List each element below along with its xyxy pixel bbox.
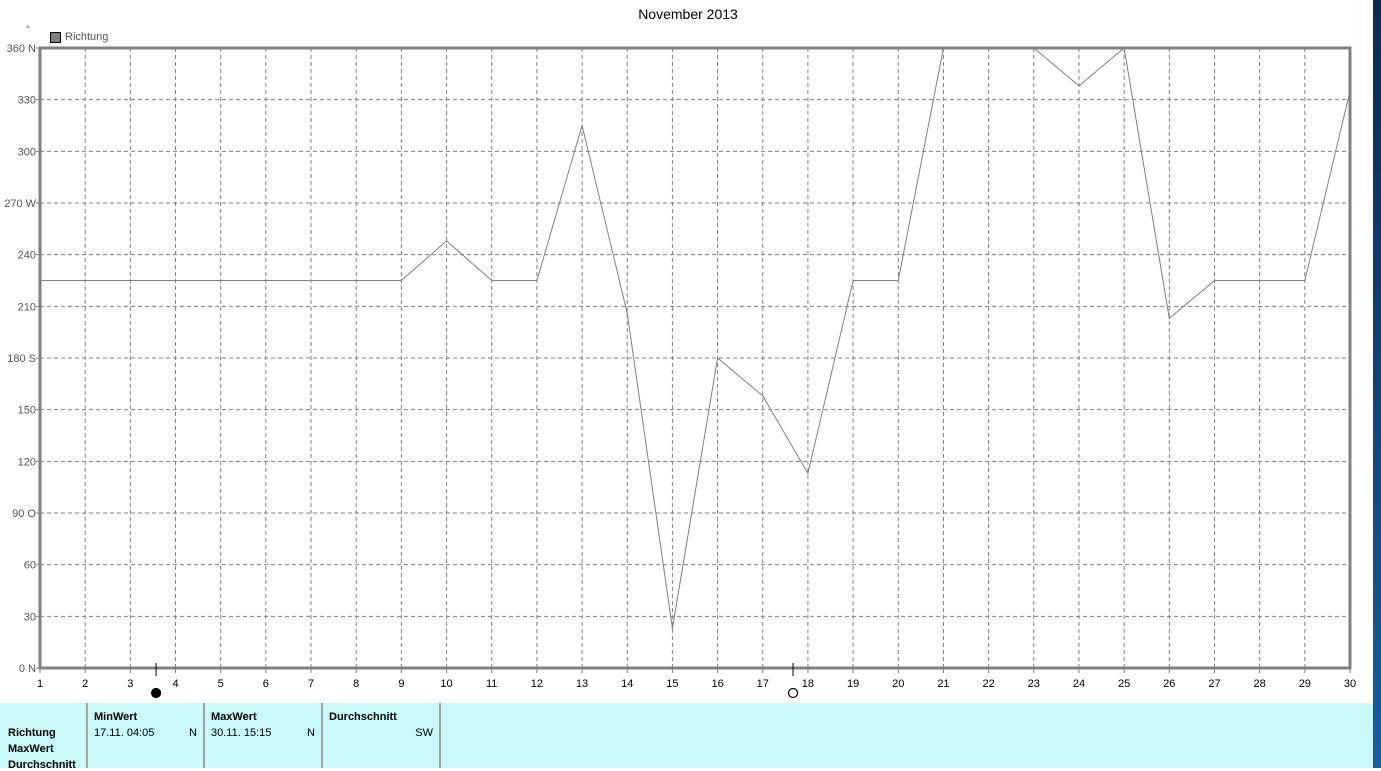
x-tick-label: 15	[666, 678, 678, 690]
data-point	[762, 395, 764, 397]
legend: Richtung	[50, 31, 108, 43]
x-tick-label: 11	[486, 678, 497, 690]
data-point	[265, 280, 267, 281]
data-point	[355, 280, 357, 281]
data-point	[1168, 317, 1170, 319]
x-tick-label: 1	[37, 678, 43, 690]
x-tick-label: 6	[263, 678, 269, 690]
x-tick-label: 8	[353, 678, 359, 690]
y-tick-label: 360 N	[7, 43, 36, 55]
data-point	[39, 280, 41, 281]
x-tick-label: 27	[1208, 678, 1220, 690]
y-tick-label: 240	[18, 250, 36, 262]
max-value: N	[307, 727, 315, 739]
data-point	[852, 280, 854, 281]
col-header: MinWert	[94, 711, 138, 723]
data-point	[536, 280, 538, 281]
stats-table: Richtung MaxWert Durchschnitt MinWert 17…	[0, 703, 1373, 771]
x-tick-label: 16	[711, 678, 723, 690]
x-tick-label: 14	[621, 678, 633, 690]
x-tick-label: 18	[802, 678, 814, 690]
y-tick-label: 60	[24, 560, 36, 572]
data-point	[446, 240, 448, 242]
chart-title: November 2013	[638, 6, 738, 22]
y-tick-label: 180 S	[7, 353, 36, 365]
row-label: Richtung	[8, 727, 56, 739]
x-tick-label: 20	[892, 678, 904, 690]
legend-swatch	[50, 31, 61, 43]
x-tick-label: 19	[847, 678, 859, 690]
data-point	[175, 280, 177, 281]
min-value: N	[189, 727, 197, 739]
y-tick-label: 210	[18, 301, 36, 313]
data-point	[671, 627, 673, 629]
data-point	[400, 280, 402, 281]
legend-label: Richtung	[65, 31, 109, 43]
data-point	[717, 357, 719, 359]
x-tick-label: 30	[1344, 678, 1356, 690]
y-tick-label: 270 W	[4, 198, 36, 210]
x-tick-label: 2	[82, 678, 88, 690]
x-tick-label: 26	[1163, 678, 1175, 690]
data-point	[807, 472, 809, 474]
data-point	[581, 125, 583, 126]
x-tick-label: 9	[398, 678, 404, 690]
x-tick-label: 17	[757, 678, 769, 690]
x-tick-label: 12	[531, 678, 543, 690]
series-line-richtung	[40, 47, 1351, 629]
row-label: MaxWert	[8, 743, 54, 755]
min-date: 17.11. 04:05	[94, 727, 155, 739]
max-date: 30.11. 15:15	[211, 727, 272, 739]
col-max: MaxWert 30.11. 15:15 N	[205, 703, 323, 768]
chart: 1 2 3 4 5 6 7 8 9 10 11 12 13 14 15 16 17 18 19 20 21 22 23 24 2…	[4, 43, 1356, 699]
x-tick-label: 10	[440, 678, 452, 690]
data-point	[1349, 90, 1351, 92]
col-min: MinWert 17.11. 04:05 N	[88, 703, 205, 768]
data-point	[1123, 47, 1125, 49]
data-point	[942, 47, 944, 49]
y-tick-label: 0 N	[19, 663, 36, 675]
data-point	[1078, 85, 1080, 87]
data-point	[220, 280, 222, 281]
y-tick-label: 300	[18, 146, 36, 158]
x-tick-label: 21	[937, 678, 949, 690]
window-edge	[1373, 0, 1381, 768]
x-tick-label: 7	[308, 678, 314, 690]
full-moon-icon	[787, 687, 799, 699]
col-avg: Durchschnitt SW	[323, 703, 441, 768]
data-point	[491, 280, 493, 281]
data-point	[988, 47, 990, 49]
data-point	[897, 280, 899, 281]
col-header: Durchschnitt	[329, 711, 397, 723]
data-point	[626, 312, 628, 314]
x-tick-label: 4	[172, 678, 178, 690]
y-tick-label: 330	[18, 95, 36, 107]
data-point	[1259, 280, 1261, 281]
y-tick-label: 150	[18, 405, 36, 417]
x-tick-label: 3	[127, 678, 133, 690]
data-point	[310, 280, 312, 281]
x-tick-label: 13	[576, 678, 588, 690]
x-tick-label: 23	[1028, 678, 1040, 690]
y-tick-label: 90 O	[12, 508, 36, 520]
data-point	[1033, 47, 1035, 49]
col-header: MaxWert	[211, 711, 257, 723]
data-point	[1213, 280, 1215, 281]
y-tick-label: 30	[24, 611, 36, 623]
data-point	[129, 280, 131, 281]
avg-value: SW	[415, 727, 433, 739]
x-tick-label: 29	[1299, 678, 1311, 690]
data-point	[1304, 280, 1306, 281]
new-moon-icon	[150, 687, 162, 699]
x-tick-label: 24	[1073, 678, 1085, 690]
x-tick-label: 5	[218, 678, 224, 690]
x-tick-label: 25	[1118, 678, 1130, 690]
data-point	[84, 280, 86, 281]
plot-frame	[38, 46, 1352, 670]
y-unit: °	[26, 24, 30, 34]
x-tick-label: 28	[1254, 678, 1266, 690]
y-tick-label: 120	[18, 456, 36, 468]
x-tick-label: 22	[982, 678, 994, 690]
